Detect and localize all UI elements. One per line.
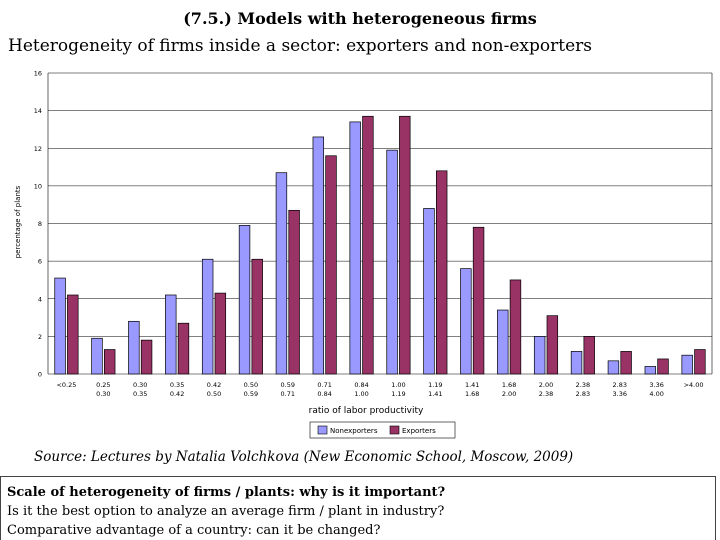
- bar-nonexporters: [386, 149, 398, 375]
- bar-nonexporters: [681, 354, 693, 375]
- x-tick-label: 0.30: [96, 390, 110, 398]
- bar-exporters: [583, 336, 595, 375]
- x-tick-label: 0.59: [281, 381, 295, 389]
- bar-nonexporters: [275, 172, 288, 375]
- x-tick-label: 1.00: [391, 381, 405, 389]
- x-tick-label: 0.84: [354, 381, 368, 389]
- bar-nonexporters: [533, 336, 546, 375]
- x-tick-label: 2.00: [502, 390, 516, 398]
- x-tick-label: 0.42: [170, 390, 184, 398]
- bar-exporters: [694, 349, 706, 375]
- bar-exporters: [103, 349, 116, 375]
- x-tick-label: <0.25: [56, 381, 76, 389]
- x-tick-label: 2.38: [539, 390, 553, 398]
- x-tick-label: 0.25: [96, 381, 110, 389]
- bar-nonexporters: [607, 360, 620, 375]
- x-tick-label: 1.19: [391, 390, 405, 398]
- bar-nonexporters: [91, 337, 103, 375]
- y-axis-ticks: 0 2 4 6 8 10 12 14 16: [34, 70, 42, 379]
- x-tick-label: 1.41: [465, 381, 479, 389]
- bar-exporters: [435, 170, 448, 375]
- bar-exporters: [399, 115, 411, 375]
- legend-swatch-nonexporters: [317, 425, 328, 435]
- questions-box: Scale of heterogeneity of firms / plants…: [0, 476, 716, 540]
- x-tick-label: 0.59: [244, 390, 258, 398]
- y-tick-label: 10: [34, 182, 42, 190]
- x-tick-label: 2.83: [576, 390, 590, 398]
- bar-nonexporters: [460, 268, 472, 375]
- legend-label-nonexporters: Nonexporters: [330, 427, 378, 435]
- bar-exporters: [251, 258, 263, 375]
- chart-bars: [54, 115, 706, 375]
- x-tick-label: 0.71: [281, 390, 295, 398]
- x-tick-label: 0.35: [133, 390, 147, 398]
- bar-nonexporters: [349, 121, 361, 375]
- x-tick-label: 0.42: [207, 381, 221, 389]
- y-tick-label: 12: [34, 145, 42, 153]
- question-1: Is it the best option to analyze an aver…: [7, 504, 445, 519]
- bar-nonexporters: [128, 320, 140, 375]
- y-tick-label: 8: [38, 220, 42, 228]
- bar-exporters: [288, 209, 300, 375]
- x-tick-label: 1.00: [354, 390, 368, 398]
- x-tick-label: 0.35: [170, 381, 184, 389]
- bar-exporters: [657, 358, 669, 375]
- x-tick-label: 1.68: [502, 381, 516, 389]
- y-tick-label: 6: [38, 258, 42, 266]
- x-tick-label: 0.30: [133, 381, 147, 389]
- legend-frame: [309, 421, 456, 439]
- bar-exporters: [362, 115, 374, 375]
- legend-swatch-exporters: [389, 425, 400, 435]
- x-tick-label: 2.00: [539, 381, 553, 389]
- bar-exporters: [620, 351, 632, 375]
- x-tick-label: 2.38: [576, 381, 590, 389]
- x-tick-label: 3.36: [649, 381, 663, 389]
- bar-nonexporters: [54, 277, 66, 375]
- bar-nonexporters: [165, 294, 177, 375]
- slide-title: (7.5.) Models with heterogeneous firms: [183, 9, 537, 28]
- x-tick-label: 0.84: [317, 390, 331, 398]
- source-citation: Source: Lectures by Natalia Volchkova (N…: [34, 449, 574, 465]
- chart-gridlines: [47, 72, 713, 375]
- x-tick-label: 1.68: [465, 390, 479, 398]
- bar-nonexporters: [497, 309, 509, 375]
- question-2: Comparative advantage of a country: can …: [7, 523, 381, 538]
- x-tick-label: >4.00: [684, 381, 704, 389]
- chart-legend: Nonexporters Exporters: [309, 421, 456, 439]
- y-tick-label: 16: [34, 70, 42, 78]
- legend-label-exporters: Exporters: [402, 427, 436, 435]
- x-tick-label: 4.00: [649, 390, 663, 398]
- x-axis-ticks: <0.25 0.250.300.300.350.350.420.420.500.5…: [56, 381, 703, 398]
- x-tick-label: 1.19: [428, 381, 442, 389]
- x-tick-label: 2.83: [613, 381, 627, 389]
- y-tick-label: 14: [34, 107, 42, 115]
- bar-nonexporters: [644, 366, 657, 375]
- y-tick-label: 4: [38, 295, 42, 303]
- y-tick-label: 2: [38, 333, 42, 341]
- y-tick-label: 0: [38, 371, 42, 379]
- slide-subtitle: Heterogeneity of firms inside a sector: …: [8, 36, 592, 56]
- x-tick-label: 0.50: [207, 390, 221, 398]
- bar-nonexporters: [312, 136, 325, 375]
- bar-exporters: [67, 294, 79, 375]
- bar-exporters: [177, 322, 190, 375]
- questions-heading: Scale of heterogeneity of firms / plants…: [7, 485, 446, 500]
- y-axis-label: percentage of plants: [14, 185, 22, 258]
- bar-exporters: [546, 315, 559, 375]
- bar-exporters: [509, 279, 522, 375]
- bar-nonexporters: [570, 351, 583, 375]
- x-tick-label: 0.50: [244, 381, 258, 389]
- bar-exporters: [214, 292, 227, 375]
- x-tick-label: 3.36: [613, 390, 627, 398]
- bar-exporters: [140, 339, 153, 375]
- bar-nonexporters: [201, 258, 214, 375]
- bar-nonexporters: [423, 208, 435, 375]
- bar-exporters: [472, 226, 485, 375]
- bar-exporters: [325, 155, 337, 375]
- x-tick-label: 0.71: [317, 381, 331, 389]
- x-axis-label: ratio of labor productivity: [309, 406, 424, 416]
- x-tick-label: 1.41: [428, 390, 442, 398]
- bar-nonexporters: [238, 225, 251, 375]
